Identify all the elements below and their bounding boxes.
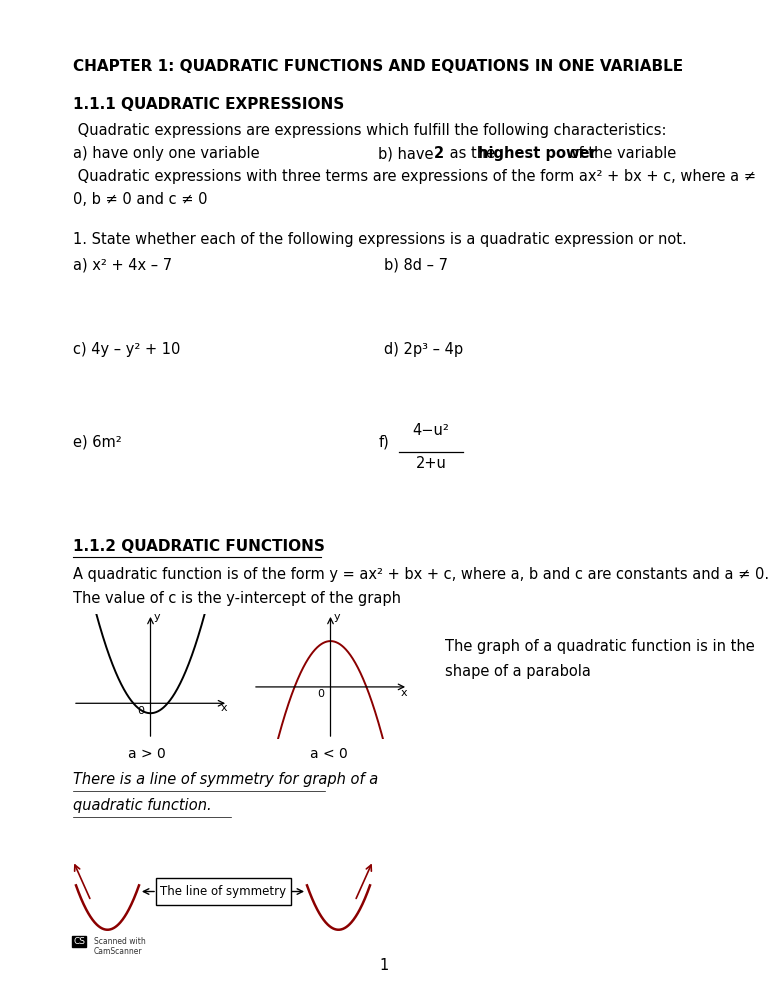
Text: a < 0: a < 0: [310, 747, 348, 761]
Text: a) x² + 4x – 7: a) x² + 4x – 7: [73, 257, 172, 272]
Text: The graph of a quadratic function is in the: The graph of a quadratic function is in …: [445, 639, 755, 654]
Text: A quadratic function is of the form y = ax² + bx + c, where a, b and c are const: A quadratic function is of the form y = …: [73, 567, 768, 582]
Text: 4−u²: 4−u²: [412, 423, 449, 438]
Text: as the: as the: [445, 146, 500, 161]
Text: There is a line of symmetry for graph of a: There is a line of symmetry for graph of…: [73, 772, 379, 787]
Text: b) have: b) have: [378, 146, 438, 161]
Text: f): f): [379, 434, 389, 449]
Text: x: x: [220, 703, 227, 714]
Text: x: x: [401, 688, 407, 699]
Text: of the variable: of the variable: [565, 146, 677, 161]
Text: c) 4y – y² + 10: c) 4y – y² + 10: [73, 342, 180, 357]
Text: a) have only one variable: a) have only one variable: [73, 146, 260, 161]
FancyBboxPatch shape: [155, 878, 290, 906]
Text: 1. State whether each of the following expressions is a quadratic expression or : 1. State whether each of the following e…: [73, 232, 687, 247]
Text: 0: 0: [317, 689, 324, 700]
Text: y: y: [334, 612, 341, 622]
Text: 1: 1: [379, 958, 389, 973]
Text: d) 2p³ – 4p: d) 2p³ – 4p: [384, 342, 463, 357]
Text: 2+u: 2+u: [415, 456, 446, 471]
Text: 2: 2: [433, 146, 444, 161]
Text: Scanned with
CamScanner: Scanned with CamScanner: [94, 937, 146, 956]
Text: 1.1.1 QUADRATIC EXPRESSIONS: 1.1.1 QUADRATIC EXPRESSIONS: [73, 97, 344, 112]
Text: y: y: [154, 612, 161, 622]
Text: Quadratic expressions are expressions which fulfill the following characteristic: Quadratic expressions are expressions wh…: [73, 123, 667, 138]
Text: shape of a parabola: shape of a parabola: [445, 664, 591, 679]
Text: a > 0: a > 0: [128, 747, 166, 761]
Text: Quadratic expressions with three terms are expressions of the form ax² + bx + c,: Quadratic expressions with three terms a…: [73, 169, 756, 184]
Text: 0, b ≠ 0 and c ≠ 0: 0, b ≠ 0 and c ≠ 0: [73, 192, 207, 207]
Text: 1.1.2 QUADRATIC FUNCTIONS: 1.1.2 QUADRATIC FUNCTIONS: [73, 539, 325, 554]
Text: b) 8d – 7: b) 8d – 7: [384, 257, 448, 272]
Text: CHAPTER 1: QUADRATIC FUNCTIONS AND EQUATIONS IN ONE VARIABLE: CHAPTER 1: QUADRATIC FUNCTIONS AND EQUAT…: [73, 59, 683, 74]
Text: CS: CS: [73, 937, 85, 946]
Text: 0: 0: [137, 706, 144, 717]
Text: The line of symmetry: The line of symmetry: [160, 885, 286, 899]
Text: The value of c is the y-intercept of the graph: The value of c is the y-intercept of the…: [73, 591, 401, 606]
Text: highest power: highest power: [478, 146, 597, 161]
Text: quadratic function.: quadratic function.: [73, 798, 212, 813]
Text: e) 6m²: e) 6m²: [73, 434, 122, 449]
